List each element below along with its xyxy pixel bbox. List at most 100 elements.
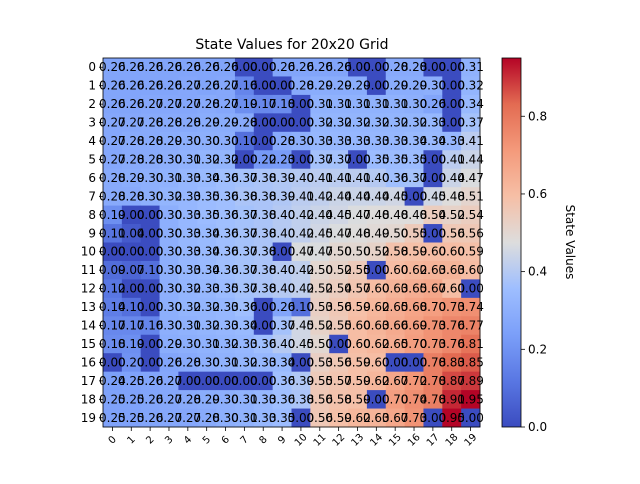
cell-value-label: 0.27 [174,411,201,425]
colorbar-ticks: 0.0 0.2 0.4 0.6 0.8 [521,109,547,434]
heatmap-cell [461,297,481,317]
cell-value-label: 0.31 [457,60,484,74]
y-tick-label: 6 [88,171,96,185]
heatmap-cell [178,205,198,225]
heatmap-cell [272,168,292,188]
cell-value-label: 0.29 [156,134,183,148]
heatmap-cell [178,187,198,206]
heatmap-cell [272,408,292,428]
cell-value-label: 0.39 [288,374,315,388]
heatmap-cell [423,224,443,243]
heatmap-cell [178,150,198,170]
x-tick-label: 1 [125,434,137,446]
cell-value-label: 0.22 [250,152,277,166]
heatmap-cell [329,279,349,299]
cell-value-label: 0.35 [363,152,390,166]
heatmap-cell [121,76,142,96]
heatmap-cell [216,316,236,336]
cell-value-label: 0.53 [306,355,333,369]
cell-value-label: 0.25 [118,411,145,425]
heatmap-cell [310,224,330,243]
cell-value-label: 0.00 [382,355,409,369]
heatmap-cell [216,260,236,280]
heatmap-cell [140,113,160,133]
cell-value-label: 0.27 [118,116,145,130]
cell-value-label: 0.60 [438,245,465,259]
cell-value-label: 0.30 [288,134,315,148]
heatmap-cell [366,279,387,299]
heatmap-cell [272,390,292,409]
cell-value-label: 0.14 [99,300,126,314]
heatmap-cell [253,297,274,317]
cell-value-label: 0.25 [99,411,126,425]
cell-value-label: 0.59 [325,411,352,425]
heatmap-cell [197,390,217,409]
heatmap-cell [272,297,292,317]
heatmap-cell [442,131,462,151]
cell-value-label: 0.26 [193,79,220,93]
cell-value-label: 0.00 [420,152,447,166]
cell-value-label: 0.50 [306,263,333,277]
heatmap-cell [197,150,217,170]
heatmap-cell [234,242,255,262]
heatmap-cell [159,187,179,206]
heatmap-cell [272,334,292,354]
cell-value-label: 0.32 [174,282,201,296]
cell-value-label: 0.38 [250,245,277,259]
cell-value-label: 0.69 [401,319,428,333]
heatmap-cell [272,371,292,391]
heatmap-cell [253,408,274,428]
cell-value-label: 0.56 [306,411,333,425]
cell-value-label: 0.16 [137,319,164,333]
heatmap-cell [159,316,179,336]
cell-value-label: 0.00 [438,97,465,111]
heatmap-cell [348,168,368,188]
heatmap-cell [216,58,236,77]
heatmap-cell [103,113,123,133]
heatmap-cell [103,58,123,77]
heatmap-cell [291,371,311,391]
heatmap-cell [103,371,123,391]
cell-value-label: 0.30 [174,134,201,148]
heatmap-cell [348,131,368,151]
cell-value-label: 0.26 [118,60,145,74]
cell-value-label: 0.50 [325,245,352,259]
cell-value-label: 0.25 [118,374,145,388]
cell-value-label: 0.34 [231,319,258,333]
cell-value-label: 0.33 [174,226,201,240]
cell-value-label: 0.41 [288,189,315,203]
heatmap-cell [291,260,311,280]
heatmap-cell [310,94,330,114]
heatmap-cell [103,131,123,151]
cell-value-label: 0.17 [118,319,145,333]
cell-value-label: 0.12 [99,282,126,296]
cell-value-label: 0.30 [174,337,201,351]
cell-value-label: 0.00 [174,374,201,388]
y-tick-label: 10 [81,245,96,259]
cell-value-label: 0.30 [156,282,183,296]
heatmap-cell [404,168,424,188]
cell-value-label: 0.29 [401,79,428,93]
heatmap-cell [366,113,387,133]
heatmap-cell [103,205,123,225]
colorbar-tick-label: 0.2 [528,342,547,356]
cell-value-label: 0.28 [118,134,145,148]
heatmap-cell [461,113,481,133]
heatmap-cell [348,242,368,262]
heatmap-cell [461,390,481,409]
cell-value-label: 0.47 [457,171,484,185]
heatmap-cell [216,297,236,317]
cell-value-label: 0.50 [306,337,333,351]
cell-value-label: 0.67 [420,282,447,296]
heatmap-cell [103,168,123,188]
heatmap-cell [423,131,443,151]
cell-value-label: 0.57 [344,282,371,296]
heatmap-cell [234,205,255,225]
heatmap-cell [291,334,311,354]
cell-value-label: 0.73 [401,411,428,425]
cell-value-label: 0.36 [212,189,239,203]
cell-value-label: 0.36 [212,245,239,259]
cell-value-label: 0.27 [212,97,239,111]
cell-value-label: 0.17 [99,319,126,333]
